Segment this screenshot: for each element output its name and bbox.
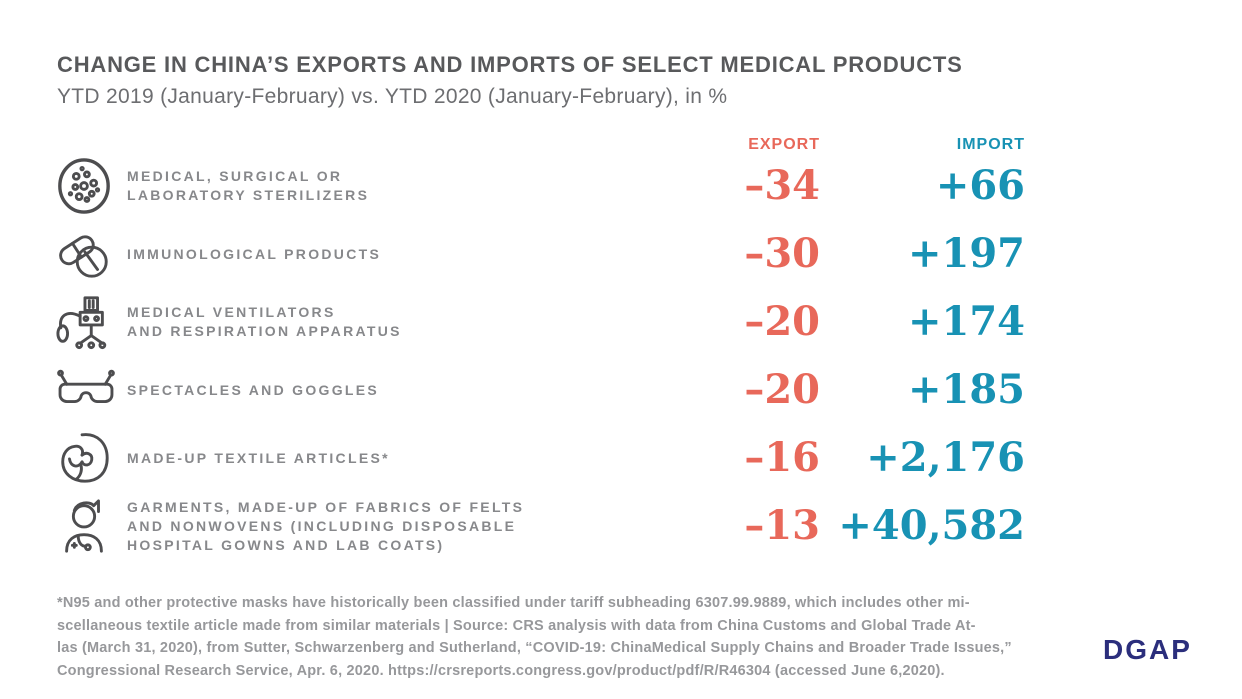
product-table: MEDICAL, SURGICAL OR LABORATORY STERILIZ… [55,152,1035,560]
export-value: –20 [744,298,820,345]
product-label-line: IMMUNOLOGICAL PRODUCTS [127,245,382,262]
ventilator-icon [55,293,127,351]
doctor-gown-icon [55,495,127,557]
export-value: –30 [744,230,820,277]
product-label: SPECTACLES AND GOGGLES [127,381,700,400]
table-row: MEDICAL, SURGICAL OR LABORATORY STERILIZ… [55,152,1035,220]
table-row: IMMUNOLOGICAL PRODUCTS –30 +197 [55,220,1035,288]
footnote-line: *N95 and other protective masks have his… [57,595,970,611]
product-label-line: GARMENTS, MADE-UP OF FABRICS OF FELTS [127,498,525,515]
export-value: –34 [744,162,820,209]
export-value: –20 [744,366,820,413]
product-label-line: AND RESPIRATION APPARATUS [127,323,402,339]
product-label: MADE-UP TEXTILE ARTICLES* [127,449,700,468]
page-title: CHANGE IN CHINA’S EXPORTS AND IMPORTS OF… [57,52,963,77]
product-label-line: AND NONWOVENS (INCLUDING DISPOSABLE [127,517,517,534]
product-label: MEDICAL VENTILATORS AND RESPIRATION APPA… [127,303,700,341]
product-label-line: MEDICAL VENTILATORS [127,304,336,320]
export-value: –13 [744,502,820,549]
product-label-line: MADE-UP TEXTILE ARTICLES* [127,449,390,466]
table-row: MADE-UP TEXTILE ARTICLES* –16 +2,176 [55,424,1035,492]
dgap-logo: DGAP [1103,634,1192,665]
sterilizer-icon [55,157,127,215]
import-value: +185 [907,366,1025,413]
export-value: –16 [744,434,820,481]
import-value: +2,176 [866,434,1025,481]
pills-icon [55,225,127,283]
table-row: MEDICAL VENTILATORS AND RESPIRATION APPA… [55,288,1035,356]
import-column-header: IMPORT [956,136,1025,153]
footnote-line: Congressional Research Service, Apr. 6, … [57,662,945,679]
goggles-icon [55,365,127,415]
product-label: MEDICAL, SURGICAL OR LABORATORY STERILIZ… [127,167,700,205]
product-label: GARMENTS, MADE-UP OF FABRICS OF FELTS AN… [127,498,700,555]
export-column-header: EXPORT [748,136,820,153]
textile-icon [55,429,127,487]
import-value: +66 [935,162,1025,209]
product-label-line: LABORATORY STERILIZERS [127,187,370,203]
import-value: +174 [907,298,1025,345]
column-headers: EXPORT IMPORT [55,136,1025,154]
product-label-line: MEDICAL, SURGICAL OR [127,168,343,184]
footnote: *N95 and other protective masks have his… [57,592,1017,682]
import-value: +40,582 [838,502,1025,549]
footnote-line: las (March 31, 2020), from Sutter, Schwa… [57,640,1012,656]
product-label-line: SPECTACLES AND GOGGLES [127,381,380,398]
footnote-line: scellaneous textile article made from si… [57,617,976,634]
product-label-line: HOSPITAL GOWNS AND LAB COATS) [127,536,445,553]
table-row: GARMENTS, MADE-UP OF FABRICS OF FELTS AN… [55,492,1035,560]
header: CHANGE IN CHINA’S EXPORTS AND IMPORTS OF… [57,52,963,109]
product-label: IMMUNOLOGICAL PRODUCTS [127,245,700,264]
table-row: SPECTACLES AND GOGGLES –20 +185 [55,356,1035,424]
import-value: +197 [907,230,1025,277]
page-subtitle: YTD 2019 (January-February) vs. YTD 2020… [57,85,728,108]
